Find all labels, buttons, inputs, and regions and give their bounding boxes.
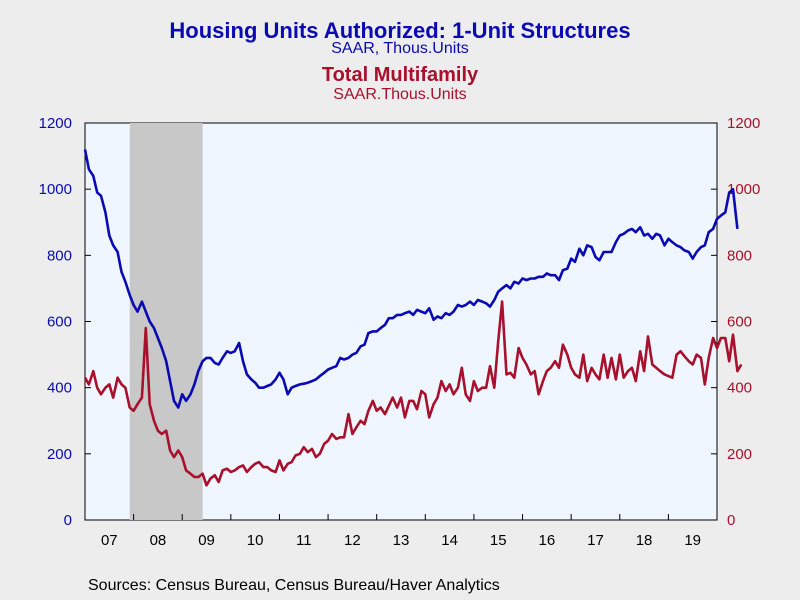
- left-tick-label: 1200: [39, 115, 72, 132]
- right-y-axis: 0 200 400 600 800 1000 1200: [711, 115, 760, 529]
- x-tick-label: 13: [393, 532, 410, 549]
- series-layer: [83, 149, 743, 487]
- x-tick-label: 14: [441, 532, 458, 549]
- x-tick-label: 07: [101, 532, 118, 549]
- x-tick-label: 18: [636, 532, 653, 549]
- x-tick-label: 19: [684, 532, 701, 549]
- left-y-axis: 0 200 400 600 800 1000 1200: [39, 115, 91, 529]
- chart-subtitle-primary: SAAR, Thous.Units: [331, 40, 469, 57]
- x-tick-label: 11: [296, 532, 312, 549]
- left-tick-label: 1000: [39, 181, 72, 198]
- x-tick-label: 17: [587, 532, 604, 549]
- right-tick-label: 1000: [727, 181, 760, 198]
- x-tick-label: 09: [198, 532, 215, 549]
- left-tick-label: 200: [47, 446, 72, 463]
- series-line-1-unit-structures: [83, 149, 739, 409]
- left-tick-label: 800: [47, 247, 72, 264]
- right-tick-label: 600: [727, 314, 752, 331]
- chart-subtitle-secondary: SAAR.Thous.Units: [333, 86, 467, 103]
- right-tick-label: 200: [727, 446, 752, 463]
- x-tick-label: 15: [490, 532, 507, 549]
- recession-shading-layer: [129, 123, 203, 520]
- recession-band: [129, 123, 203, 520]
- x-tick-label: 08: [150, 532, 167, 549]
- left-tick-label: 400: [47, 380, 72, 397]
- right-tick-label: 1200: [727, 115, 760, 132]
- series-line-total-multifamily: [83, 300, 743, 487]
- x-tick-label: 16: [539, 532, 556, 549]
- x-tick-label: 12: [344, 532, 361, 549]
- right-tick-label: 0: [727, 512, 735, 529]
- chart-title-secondary: Total Multifamily: [321, 64, 479, 86]
- left-tick-label: 600: [47, 314, 72, 331]
- chart-title-primary: Housing Units Authorized: 1-Unit Structu…: [169, 18, 631, 43]
- right-tick-label: 800: [727, 247, 752, 264]
- sources-note: Sources: Census Bureau, Census Bureau/Ha…: [88, 577, 500, 594]
- left-tick-label: 0: [64, 512, 72, 529]
- x-tick-label: 10: [247, 532, 264, 549]
- x-axis: 07 08 09 10 11 12 13 14 15 16 17 18 19: [101, 514, 701, 549]
- right-tick-label: 400: [727, 380, 752, 397]
